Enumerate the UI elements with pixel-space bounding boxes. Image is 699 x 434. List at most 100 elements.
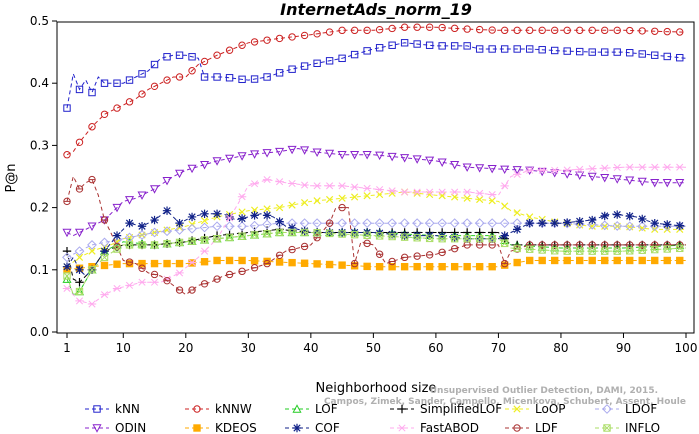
legend-item-inflo: INFLO <box>595 421 660 434</box>
x-tick-label: 100 <box>675 341 698 355</box>
data-point-knnw <box>588 26 596 35</box>
legend-item-odin: ODIN <box>85 421 146 434</box>
data-point-inflo <box>488 235 496 243</box>
data-point-odin <box>512 166 522 175</box>
data-point-knn <box>576 47 584 56</box>
data-point-knnw <box>425 23 434 31</box>
data-point-fastabod <box>62 284 72 293</box>
series-inflo <box>63 228 687 296</box>
data-point-ldof <box>624 221 635 232</box>
data-point-odin <box>112 203 122 213</box>
data-point-cof <box>412 231 422 240</box>
data-point-ldf <box>63 197 71 206</box>
data-point-inflo <box>163 239 171 248</box>
data-point-ldf <box>350 259 359 268</box>
data-point-inflo <box>275 228 284 237</box>
data-point-cof <box>150 215 159 225</box>
data-point-inflo <box>375 232 384 240</box>
data-point-knn <box>538 46 546 54</box>
data-point-ldof <box>312 218 323 229</box>
series-line-knn <box>66 42 687 109</box>
data-point-inflo <box>638 246 646 254</box>
data-point-loop <box>463 194 471 202</box>
data-point-fastabod <box>325 182 334 190</box>
legend-item-cof: COF <box>285 421 340 434</box>
data-point-fastabod <box>175 269 184 277</box>
data-point-ldf <box>100 216 109 224</box>
data-point-cof <box>588 215 597 225</box>
data-point-kdeos <box>601 256 609 265</box>
data-point-fastabod <box>588 165 597 173</box>
series-knnw <box>63 23 687 159</box>
data-point-inflo <box>601 247 609 255</box>
data-point-fastabod <box>600 164 609 172</box>
data-point-knnw <box>238 41 246 49</box>
data-point-ldof <box>199 222 210 233</box>
data-point-knnw <box>550 26 559 35</box>
data-point-cof <box>663 220 672 229</box>
data-point-kdeos <box>150 259 159 268</box>
data-point-knnw <box>601 26 609 35</box>
legend-marker-knn <box>93 405 101 413</box>
y-tick-label: 0.4 <box>30 76 49 90</box>
data-point-kdeos <box>413 262 421 271</box>
data-point-ldf <box>213 275 221 283</box>
data-point-odin <box>587 172 597 182</box>
data-point-loop <box>313 197 321 205</box>
data-point-knn <box>463 42 471 50</box>
legend-label-knn: kNN <box>115 402 140 416</box>
data-point-ldf <box>138 264 146 272</box>
data-point-ldf <box>338 203 346 212</box>
data-point-kdeos <box>100 261 109 270</box>
data-point-cof <box>250 211 259 220</box>
chart-title: InternetAds_norm_19 <box>280 0 472 19</box>
x-axis-label: Neighborhood size <box>316 381 437 396</box>
data-point-inflo <box>263 230 271 238</box>
data-point-odin <box>149 185 160 194</box>
data-point-fastabod <box>112 284 122 293</box>
data-point-knn <box>413 40 421 48</box>
x-tick-label: 50 <box>366 341 381 355</box>
data-point-cof <box>350 228 359 237</box>
legend-marker-simplifiedlof <box>397 404 407 414</box>
data-point-knnw <box>313 30 321 38</box>
data-point-fastabod <box>487 190 497 199</box>
data-point-knn <box>475 45 484 53</box>
legend-label-loop: LoOP <box>535 402 566 416</box>
data-point-knnw <box>513 26 521 35</box>
data-point-fastabod <box>137 278 147 286</box>
data-point-odin <box>425 156 435 166</box>
data-point-cof <box>137 222 147 231</box>
credit-line-1: Unsupervised Outlier Detection, DAMI, 20… <box>430 386 658 396</box>
legend-label-ldf: LDF <box>535 421 558 434</box>
data-point-knn <box>150 60 159 69</box>
data-point-ldof <box>599 220 610 231</box>
data-point-loop <box>601 222 609 230</box>
data-point-inflo <box>63 272 71 280</box>
data-point-ldf <box>651 241 659 249</box>
data-point-cof <box>225 212 234 222</box>
data-point-ldof <box>262 219 272 230</box>
data-point-knnw <box>225 46 234 54</box>
data-point-knnw <box>363 26 371 35</box>
data-point-knn <box>425 41 434 49</box>
data-point-knn <box>400 39 409 47</box>
data-point-fastabod <box>150 278 159 286</box>
data-point-ldof <box>574 219 585 229</box>
credit-line-2: Campos, Zimek, Sander, Campello, Micenko… <box>324 397 686 407</box>
data-point-knnw <box>663 27 671 36</box>
y-axis: 0.0 0.1 0.2 0.3 0.4 0.5 <box>30 14 57 339</box>
data-point-ldf <box>363 239 371 248</box>
data-point-knn <box>63 104 71 112</box>
data-point-inflo <box>400 233 409 241</box>
data-point-loop <box>300 198 309 207</box>
data-point-fastabod <box>663 163 672 171</box>
data-point-ldof <box>649 221 660 232</box>
data-point-cof <box>200 209 209 219</box>
data-point-odin <box>387 152 397 162</box>
data-point-odin <box>124 196 135 205</box>
data-point-ldof <box>137 230 147 240</box>
data-point-ldof <box>474 218 485 229</box>
data-point-kdeos <box>488 262 496 271</box>
data-point-cof <box>625 211 634 221</box>
